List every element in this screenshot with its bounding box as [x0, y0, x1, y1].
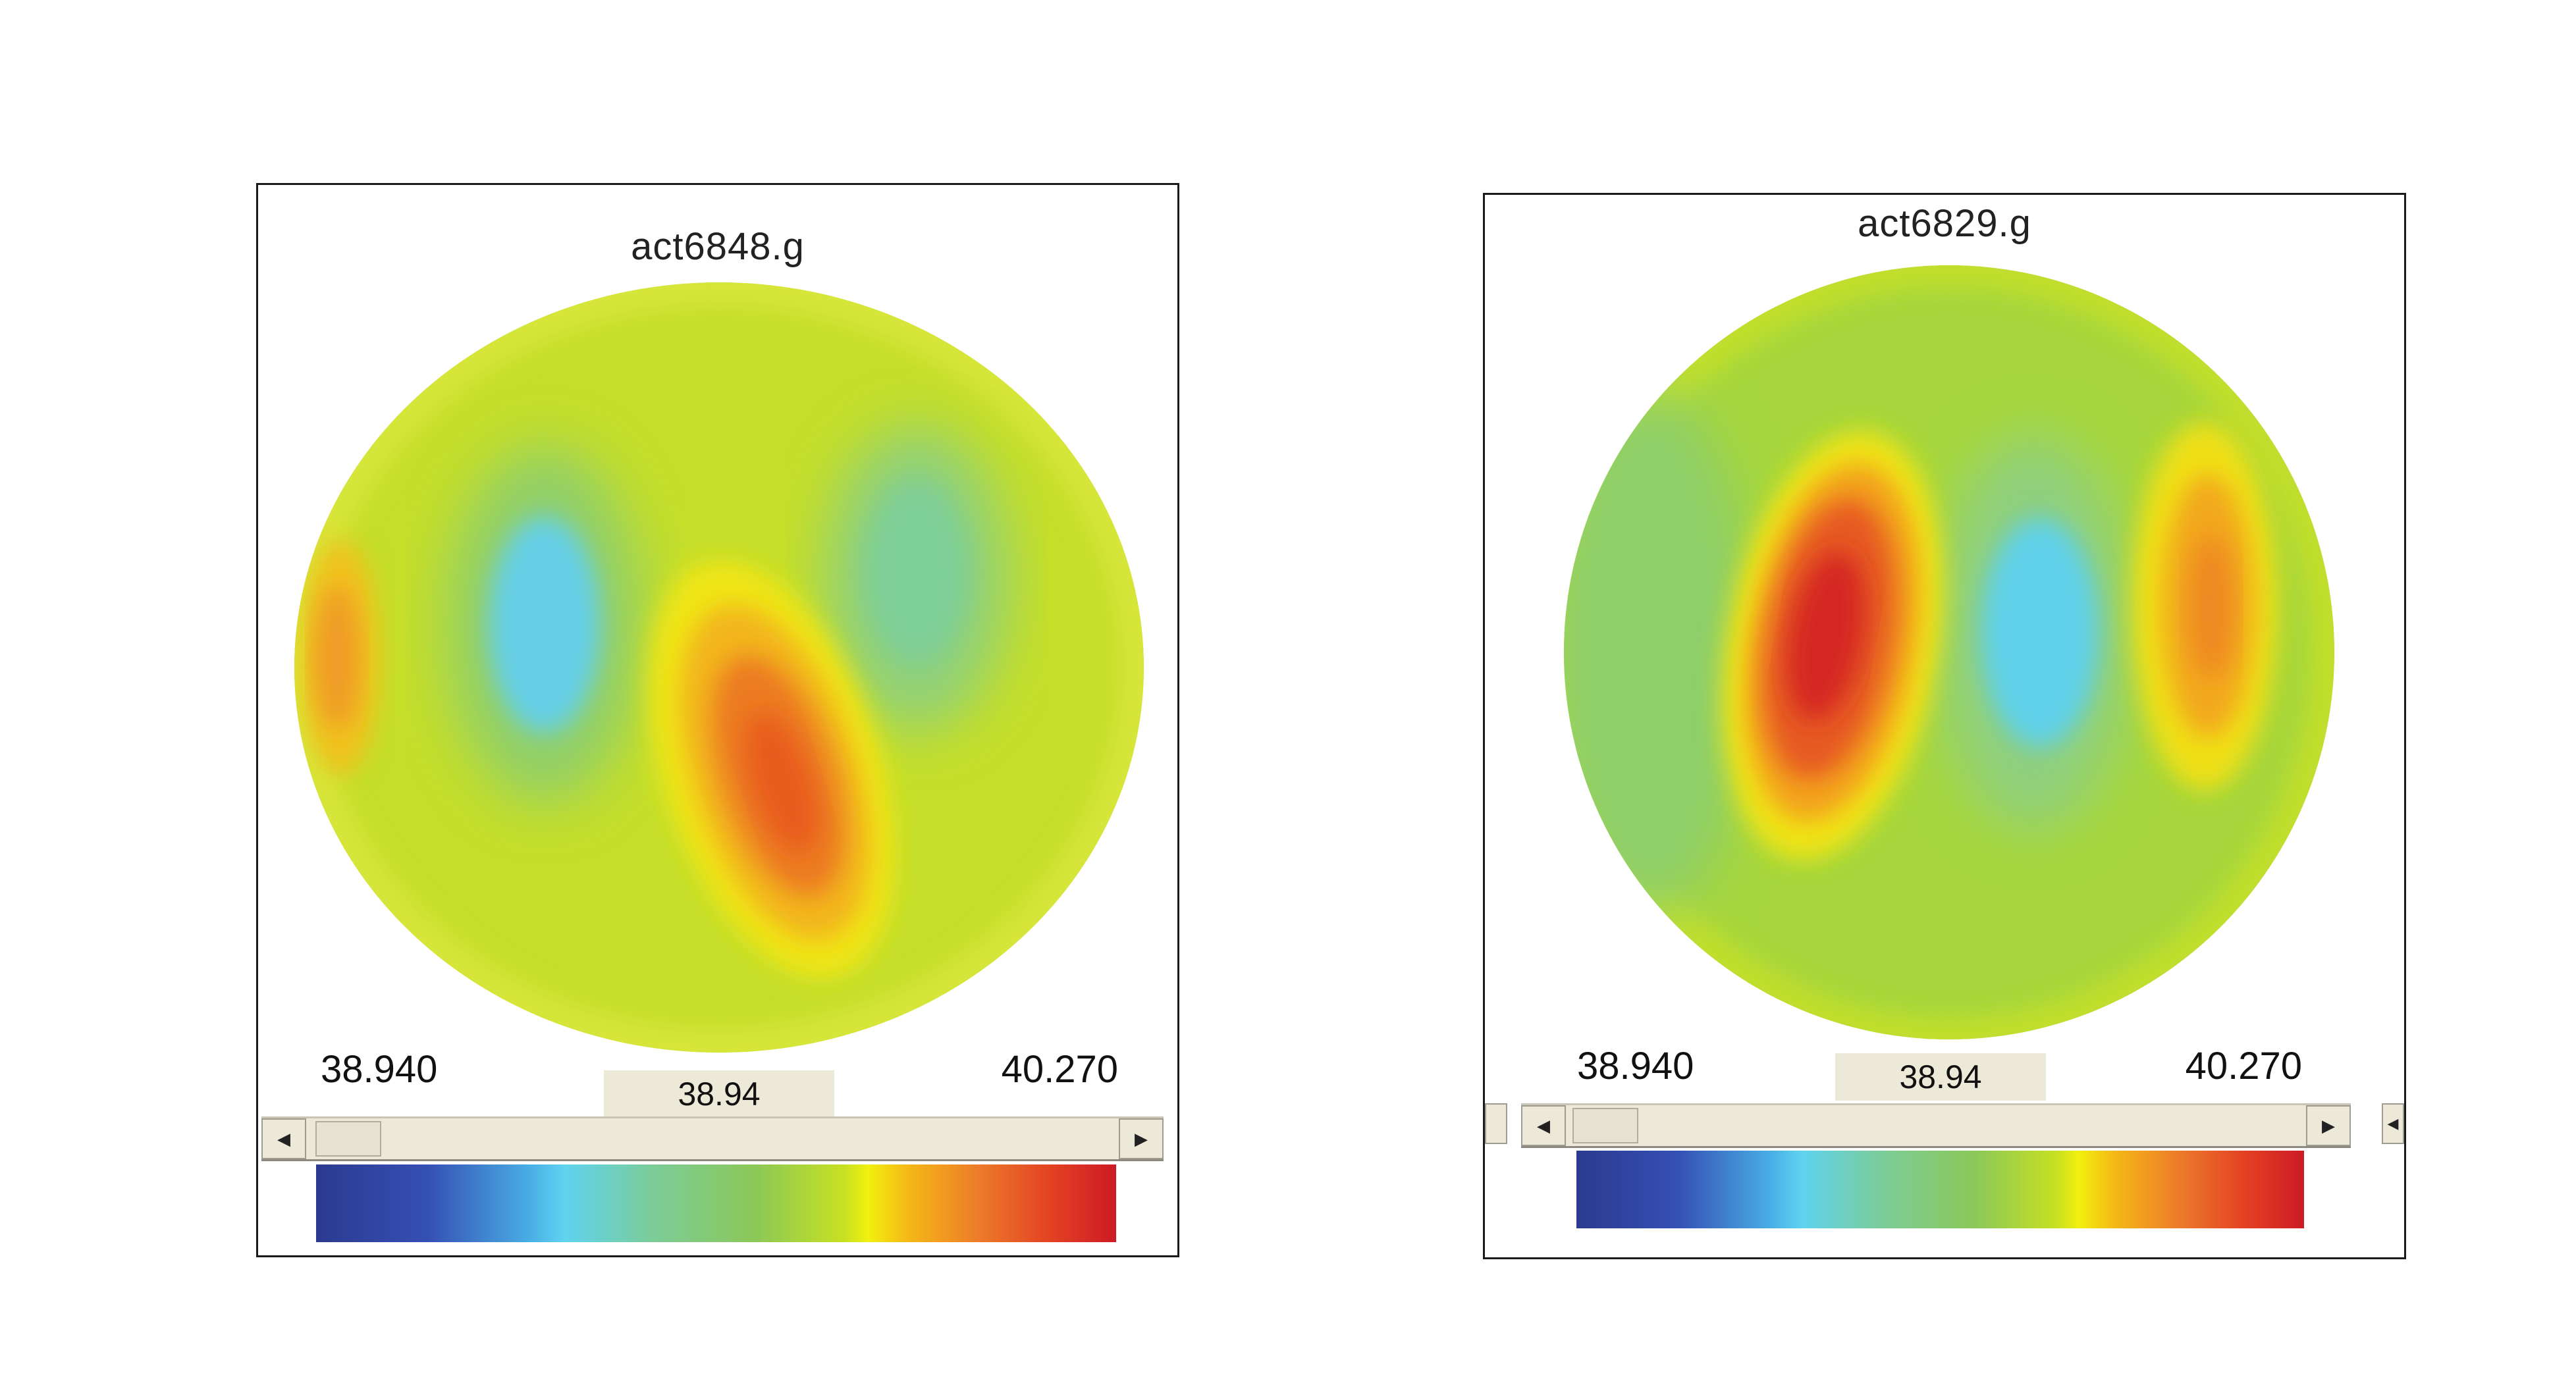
- left-arrow-icon[interactable]: ◀: [1521, 1105, 1566, 1146]
- range-min-label: 38.940: [1577, 1045, 1694, 1087]
- heatmap-disk: [294, 282, 1144, 1053]
- map-panel-left: act6848.g 38.940 38.94 40.270 ◀ ▶: [256, 183, 1179, 1257]
- colorbar: [316, 1164, 1116, 1242]
- map-title: act6829.g: [1858, 202, 2031, 245]
- scrollbar-thumb[interactable]: [315, 1121, 381, 1157]
- colorbar: [1576, 1151, 2304, 1228]
- left-arrow-icon[interactable]: ◀: [2382, 1103, 2404, 1144]
- heatmap-disk: [1564, 265, 2334, 1039]
- map-panel-right: act6829.g 38.940 38.94 40.270 ◀ ▶ ◀: [1483, 193, 2406, 1259]
- threshold-scrollbar[interactable]: ◀ ▶: [261, 1116, 1164, 1161]
- scrollbar-thumb[interactable]: [1572, 1108, 1638, 1143]
- right-arrow-icon[interactable]: ▶: [1119, 1118, 1164, 1159]
- range-max-label: 40.270: [2185, 1045, 2302, 1087]
- map-title: act6848.g: [631, 225, 805, 268]
- adjacent-scrollbar-end[interactable]: [1485, 1103, 1507, 1144]
- right-arrow-icon[interactable]: ▶: [2306, 1105, 2351, 1146]
- range-min-label: 38.940: [321, 1048, 438, 1091]
- slider-value-readout: 38.94: [604, 1070, 834, 1118]
- range-max-label: 40.270: [1001, 1048, 1118, 1091]
- left-arrow-icon[interactable]: ◀: [261, 1118, 306, 1159]
- threshold-scrollbar[interactable]: ◀ ▶: [1521, 1103, 2351, 1148]
- slider-value-readout: 38.94: [1835, 1053, 2046, 1101]
